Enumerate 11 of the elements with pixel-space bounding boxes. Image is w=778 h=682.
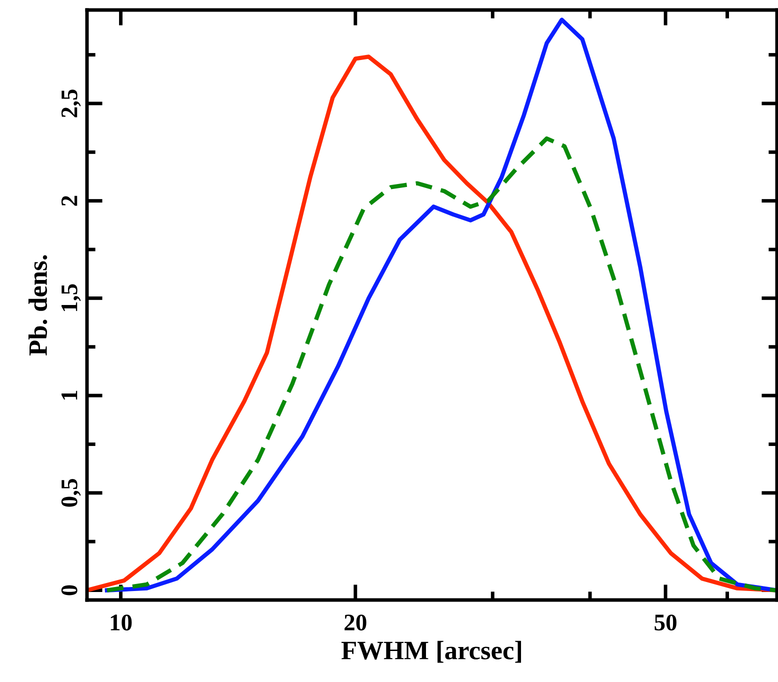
x-tick-label: 10 bbox=[110, 614, 132, 631]
x-tick-label: 20 bbox=[344, 614, 366, 631]
y-tick-label: 2 bbox=[61, 196, 78, 206]
y-axis-title: Pb. dens. bbox=[28, 255, 48, 356]
x-axis-title: FWHM [arcsec] bbox=[341, 640, 522, 663]
y-tick-label: 1 bbox=[62, 390, 78, 400]
y-tick-label: 0,5 bbox=[61, 479, 81, 507]
y-tick-label: 0 bbox=[61, 585, 78, 596]
y-tick-label: 2,5 bbox=[61, 90, 81, 118]
x-tick-label: 50 bbox=[654, 614, 676, 631]
y-tick-label: 1,5 bbox=[62, 284, 81, 312]
